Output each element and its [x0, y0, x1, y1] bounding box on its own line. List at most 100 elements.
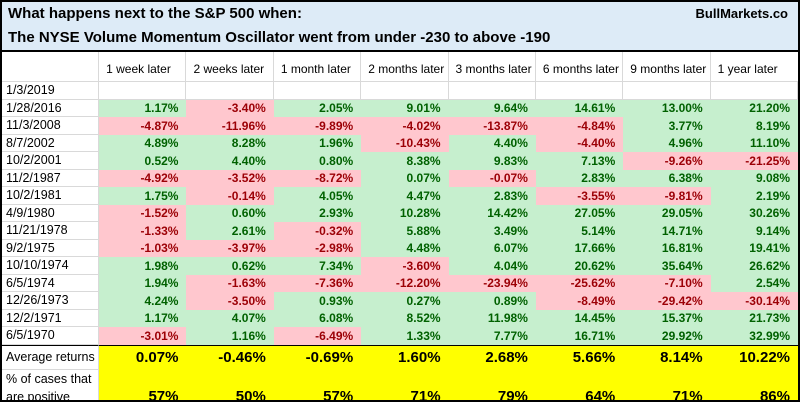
value-cell[interactable]: 4.96% [623, 134, 711, 152]
value-cell[interactable]: -8.72% [273, 169, 362, 187]
column-header[interactable]: 3 months later [448, 52, 536, 82]
value-cell[interactable]: 2.19% [710, 187, 798, 205]
value-cell[interactable]: 0.52% [99, 152, 187, 170]
value-cell[interactable]: -0.14% [186, 187, 274, 205]
value-cell[interactable] [710, 82, 798, 100]
percent-positive-label[interactable]: % of cases that are positive [2, 369, 100, 400]
value-cell[interactable]: 32.99% [710, 327, 798, 345]
value-cell[interactable]: -3.97% [186, 239, 274, 257]
value-cell[interactable]: 9.64% [448, 99, 536, 117]
value-cell[interactable]: 2.54% [710, 274, 798, 292]
percent-value-cell[interactable]: 71% [623, 369, 711, 400]
value-cell[interactable]: -12.20% [361, 274, 449, 292]
date-cell[interactable]: 4/9/1980 [2, 204, 100, 222]
value-cell[interactable]: 9.08% [710, 169, 798, 187]
percent-value-cell[interactable]: 50% [186, 369, 274, 400]
value-cell[interactable]: -4.87% [99, 117, 187, 135]
value-cell[interactable]: 4.40% [448, 134, 536, 152]
value-cell[interactable]: 0.27% [361, 292, 449, 310]
value-cell[interactable] [535, 82, 624, 100]
value-cell[interactable] [448, 82, 536, 100]
value-cell[interactable]: 4.07% [186, 309, 274, 327]
column-header[interactable]: 2 weeks later [186, 52, 274, 82]
value-cell[interactable]: 9.01% [361, 99, 449, 117]
value-cell[interactable]: 27.05% [535, 204, 624, 222]
date-cell[interactable]: 12/2/1971 [2, 309, 100, 327]
value-cell[interactable]: 1.17% [99, 309, 187, 327]
column-header[interactable]: 1 week later [99, 52, 187, 82]
column-header[interactable]: 9 months later [623, 52, 711, 82]
value-cell[interactable]: 8.38% [361, 152, 449, 170]
value-cell[interactable]: -3.52% [186, 169, 274, 187]
column-header[interactable]: 1 year later [710, 52, 798, 82]
value-cell[interactable]: 13.00% [623, 99, 711, 117]
date-cell[interactable]: 9/2/1975 [2, 239, 100, 257]
value-cell[interactable]: 21.73% [710, 309, 798, 327]
value-cell[interactable]: 4.04% [448, 257, 536, 275]
date-cell[interactable]: 6/5/1974 [2, 274, 100, 292]
average-value-cell[interactable]: -0.69% [273, 344, 362, 370]
value-cell[interactable]: -9.81% [623, 187, 711, 205]
percent-value-cell[interactable]: 79% [448, 369, 536, 400]
date-cell[interactable]: 1/3/2019 [2, 82, 100, 100]
column-header[interactable]: 6 months later [535, 52, 624, 82]
value-cell[interactable]: 9.14% [710, 222, 798, 240]
value-cell[interactable]: 17.66% [535, 239, 624, 257]
percent-value-cell[interactable]: 71% [361, 369, 449, 400]
value-cell[interactable]: -8.49% [535, 292, 624, 310]
value-cell[interactable]: 16.81% [623, 239, 711, 257]
value-cell[interactable]: 6.07% [448, 239, 536, 257]
value-cell[interactable]: 20.62% [535, 257, 624, 275]
percent-value-cell[interactable]: 57% [273, 369, 362, 400]
average-value-cell[interactable]: 8.14% [623, 344, 711, 370]
date-cell[interactable]: 10/2/2001 [2, 152, 100, 170]
value-cell[interactable]: 0.62% [186, 257, 274, 275]
value-cell[interactable]: 0.07% [361, 169, 449, 187]
value-cell[interactable]: -7.10% [623, 274, 711, 292]
percent-value-cell[interactable]: 64% [535, 369, 624, 400]
value-cell[interactable]: 4.47% [361, 187, 449, 205]
value-cell[interactable]: 19.41% [710, 239, 798, 257]
value-cell[interactable]: 2.05% [273, 99, 362, 117]
value-cell[interactable]: -3.01% [99, 327, 187, 345]
value-cell[interactable]: 4.40% [186, 152, 274, 170]
value-cell[interactable]: -4.02% [361, 117, 449, 135]
value-cell[interactable]: 0.60% [186, 204, 274, 222]
corner-cell[interactable] [2, 52, 100, 82]
value-cell[interactable]: 4.24% [99, 292, 187, 310]
value-cell[interactable]: -23.94% [448, 274, 536, 292]
date-cell[interactable]: 11/3/2008 [2, 117, 100, 135]
date-cell[interactable]: 10/10/1974 [2, 257, 100, 275]
value-cell[interactable]: 1.98% [99, 257, 187, 275]
date-cell[interactable]: 1/28/2016 [2, 99, 100, 117]
average-value-cell[interactable]: 0.07% [99, 344, 187, 370]
value-cell[interactable]: 6.38% [623, 169, 711, 187]
value-cell[interactable]: 2.61% [186, 222, 274, 240]
value-cell[interactable]: 1.16% [186, 327, 274, 345]
value-cell[interactable]: 9.83% [448, 152, 536, 170]
value-cell[interactable]: -3.55% [535, 187, 624, 205]
value-cell[interactable]: -0.07% [448, 169, 536, 187]
value-cell[interactable]: 30.26% [710, 204, 798, 222]
value-cell[interactable]: -25.62% [535, 274, 624, 292]
value-cell[interactable]: 1.33% [361, 327, 449, 345]
value-cell[interactable]: 14.45% [535, 309, 624, 327]
value-cell[interactable]: -1.03% [99, 239, 187, 257]
value-cell[interactable] [623, 82, 711, 100]
value-cell[interactable]: 21.20% [710, 99, 798, 117]
value-cell[interactable]: -3.40% [186, 99, 274, 117]
value-cell[interactable]: -9.26% [623, 152, 711, 170]
value-cell[interactable]: 29.92% [623, 327, 711, 345]
value-cell[interactable]: 3.49% [448, 222, 536, 240]
value-cell[interactable]: -6.49% [273, 327, 362, 345]
column-header[interactable]: 2 months later [361, 52, 449, 82]
value-cell[interactable]: 26.62% [710, 257, 798, 275]
percent-value-cell[interactable]: 86% [710, 369, 798, 400]
value-cell[interactable]: -1.33% [99, 222, 187, 240]
value-cell[interactable]: -1.63% [186, 274, 274, 292]
value-cell[interactable]: 11.10% [710, 134, 798, 152]
value-cell[interactable]: 4.48% [361, 239, 449, 257]
value-cell[interactable] [273, 82, 362, 100]
value-cell[interactable]: 10.28% [361, 204, 449, 222]
value-cell[interactable]: 8.28% [186, 134, 274, 152]
